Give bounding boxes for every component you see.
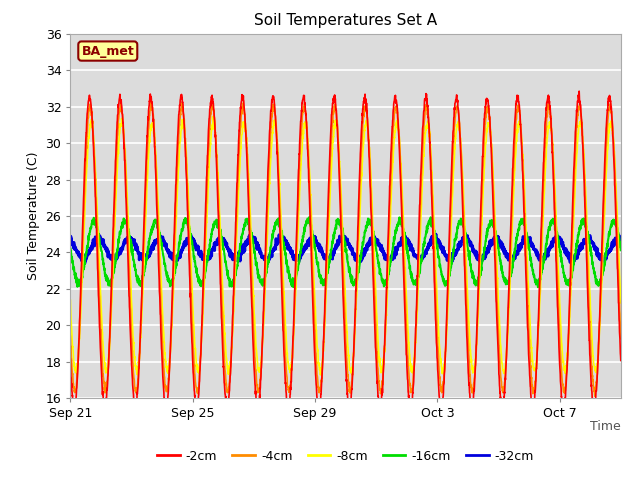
Y-axis label: Soil Temperature (C): Soil Temperature (C) (27, 152, 40, 280)
Text: BA_met: BA_met (81, 45, 134, 58)
Text: Time: Time (590, 420, 621, 433)
Legend: -2cm, -4cm, -8cm, -16cm, -32cm: -2cm, -4cm, -8cm, -16cm, -32cm (152, 445, 539, 468)
Title: Soil Temperatures Set A: Soil Temperatures Set A (254, 13, 437, 28)
